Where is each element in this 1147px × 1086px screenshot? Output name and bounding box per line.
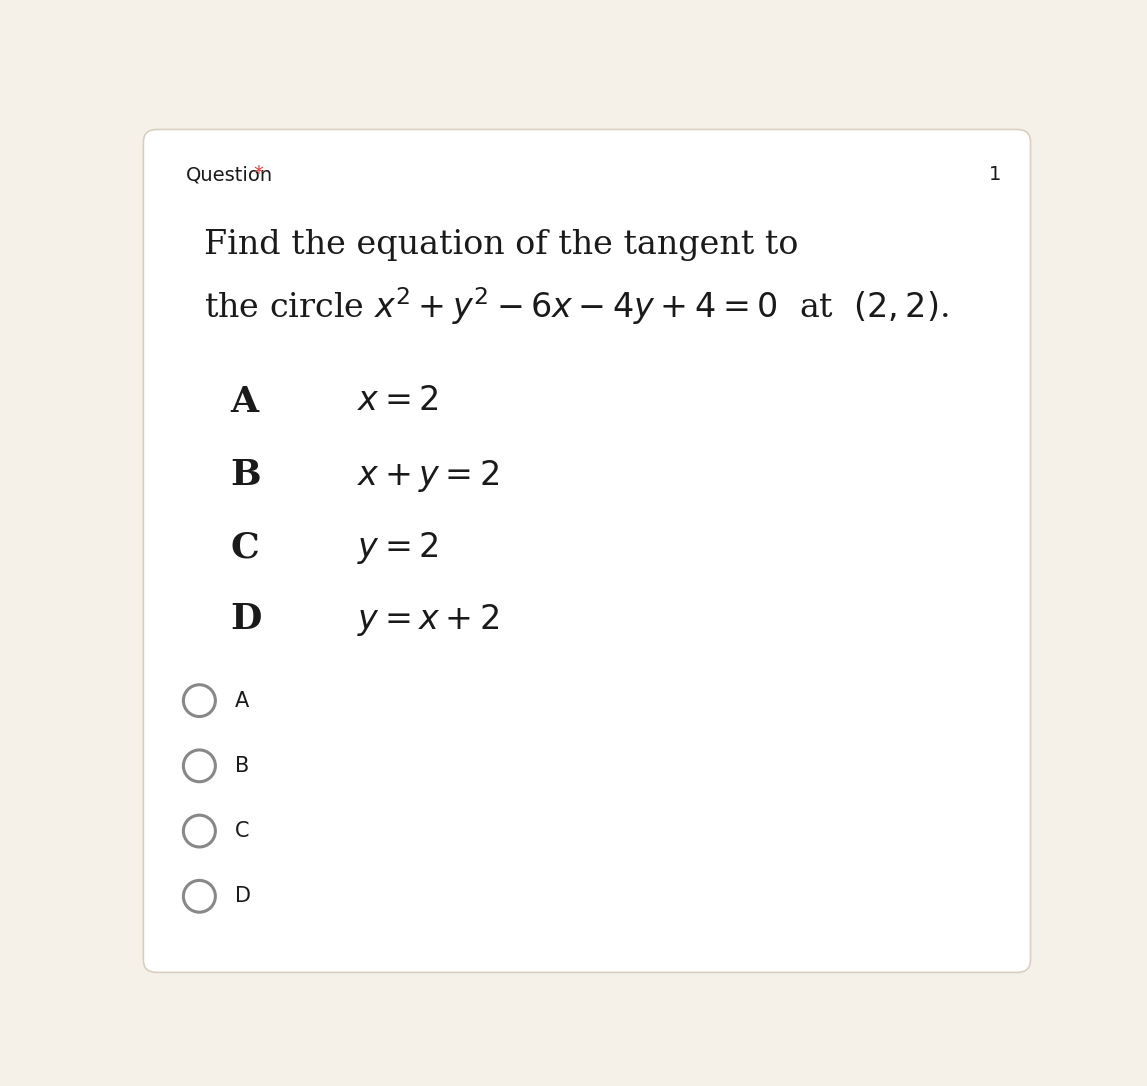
FancyBboxPatch shape bbox=[143, 129, 1030, 972]
Text: Find the equation of the tangent to: Find the equation of the tangent to bbox=[204, 229, 798, 261]
Text: the circle $x^2 + y^2 - 6x - 4y + 4 = 0$  at  $(2, 2)$.: the circle $x^2 + y^2 - 6x - 4y + 4 = 0$… bbox=[204, 285, 949, 327]
Text: 1: 1 bbox=[989, 165, 1001, 185]
Text: C: C bbox=[231, 530, 259, 564]
Text: A: A bbox=[231, 386, 258, 419]
Text: $y = 2$: $y = 2$ bbox=[357, 530, 438, 566]
Text: $x = 2$: $x = 2$ bbox=[357, 386, 438, 417]
Text: $x + y = 2$: $x + y = 2$ bbox=[357, 458, 499, 494]
Text: B: B bbox=[235, 756, 249, 775]
Text: *: * bbox=[253, 164, 264, 182]
Text: $y = x + 2$: $y = x + 2$ bbox=[357, 602, 499, 637]
Text: C: C bbox=[235, 821, 249, 841]
Text: Question: Question bbox=[186, 165, 273, 185]
Text: A: A bbox=[235, 691, 249, 710]
Text: D: D bbox=[231, 602, 262, 636]
Text: D: D bbox=[235, 886, 251, 907]
Text: B: B bbox=[231, 458, 262, 492]
